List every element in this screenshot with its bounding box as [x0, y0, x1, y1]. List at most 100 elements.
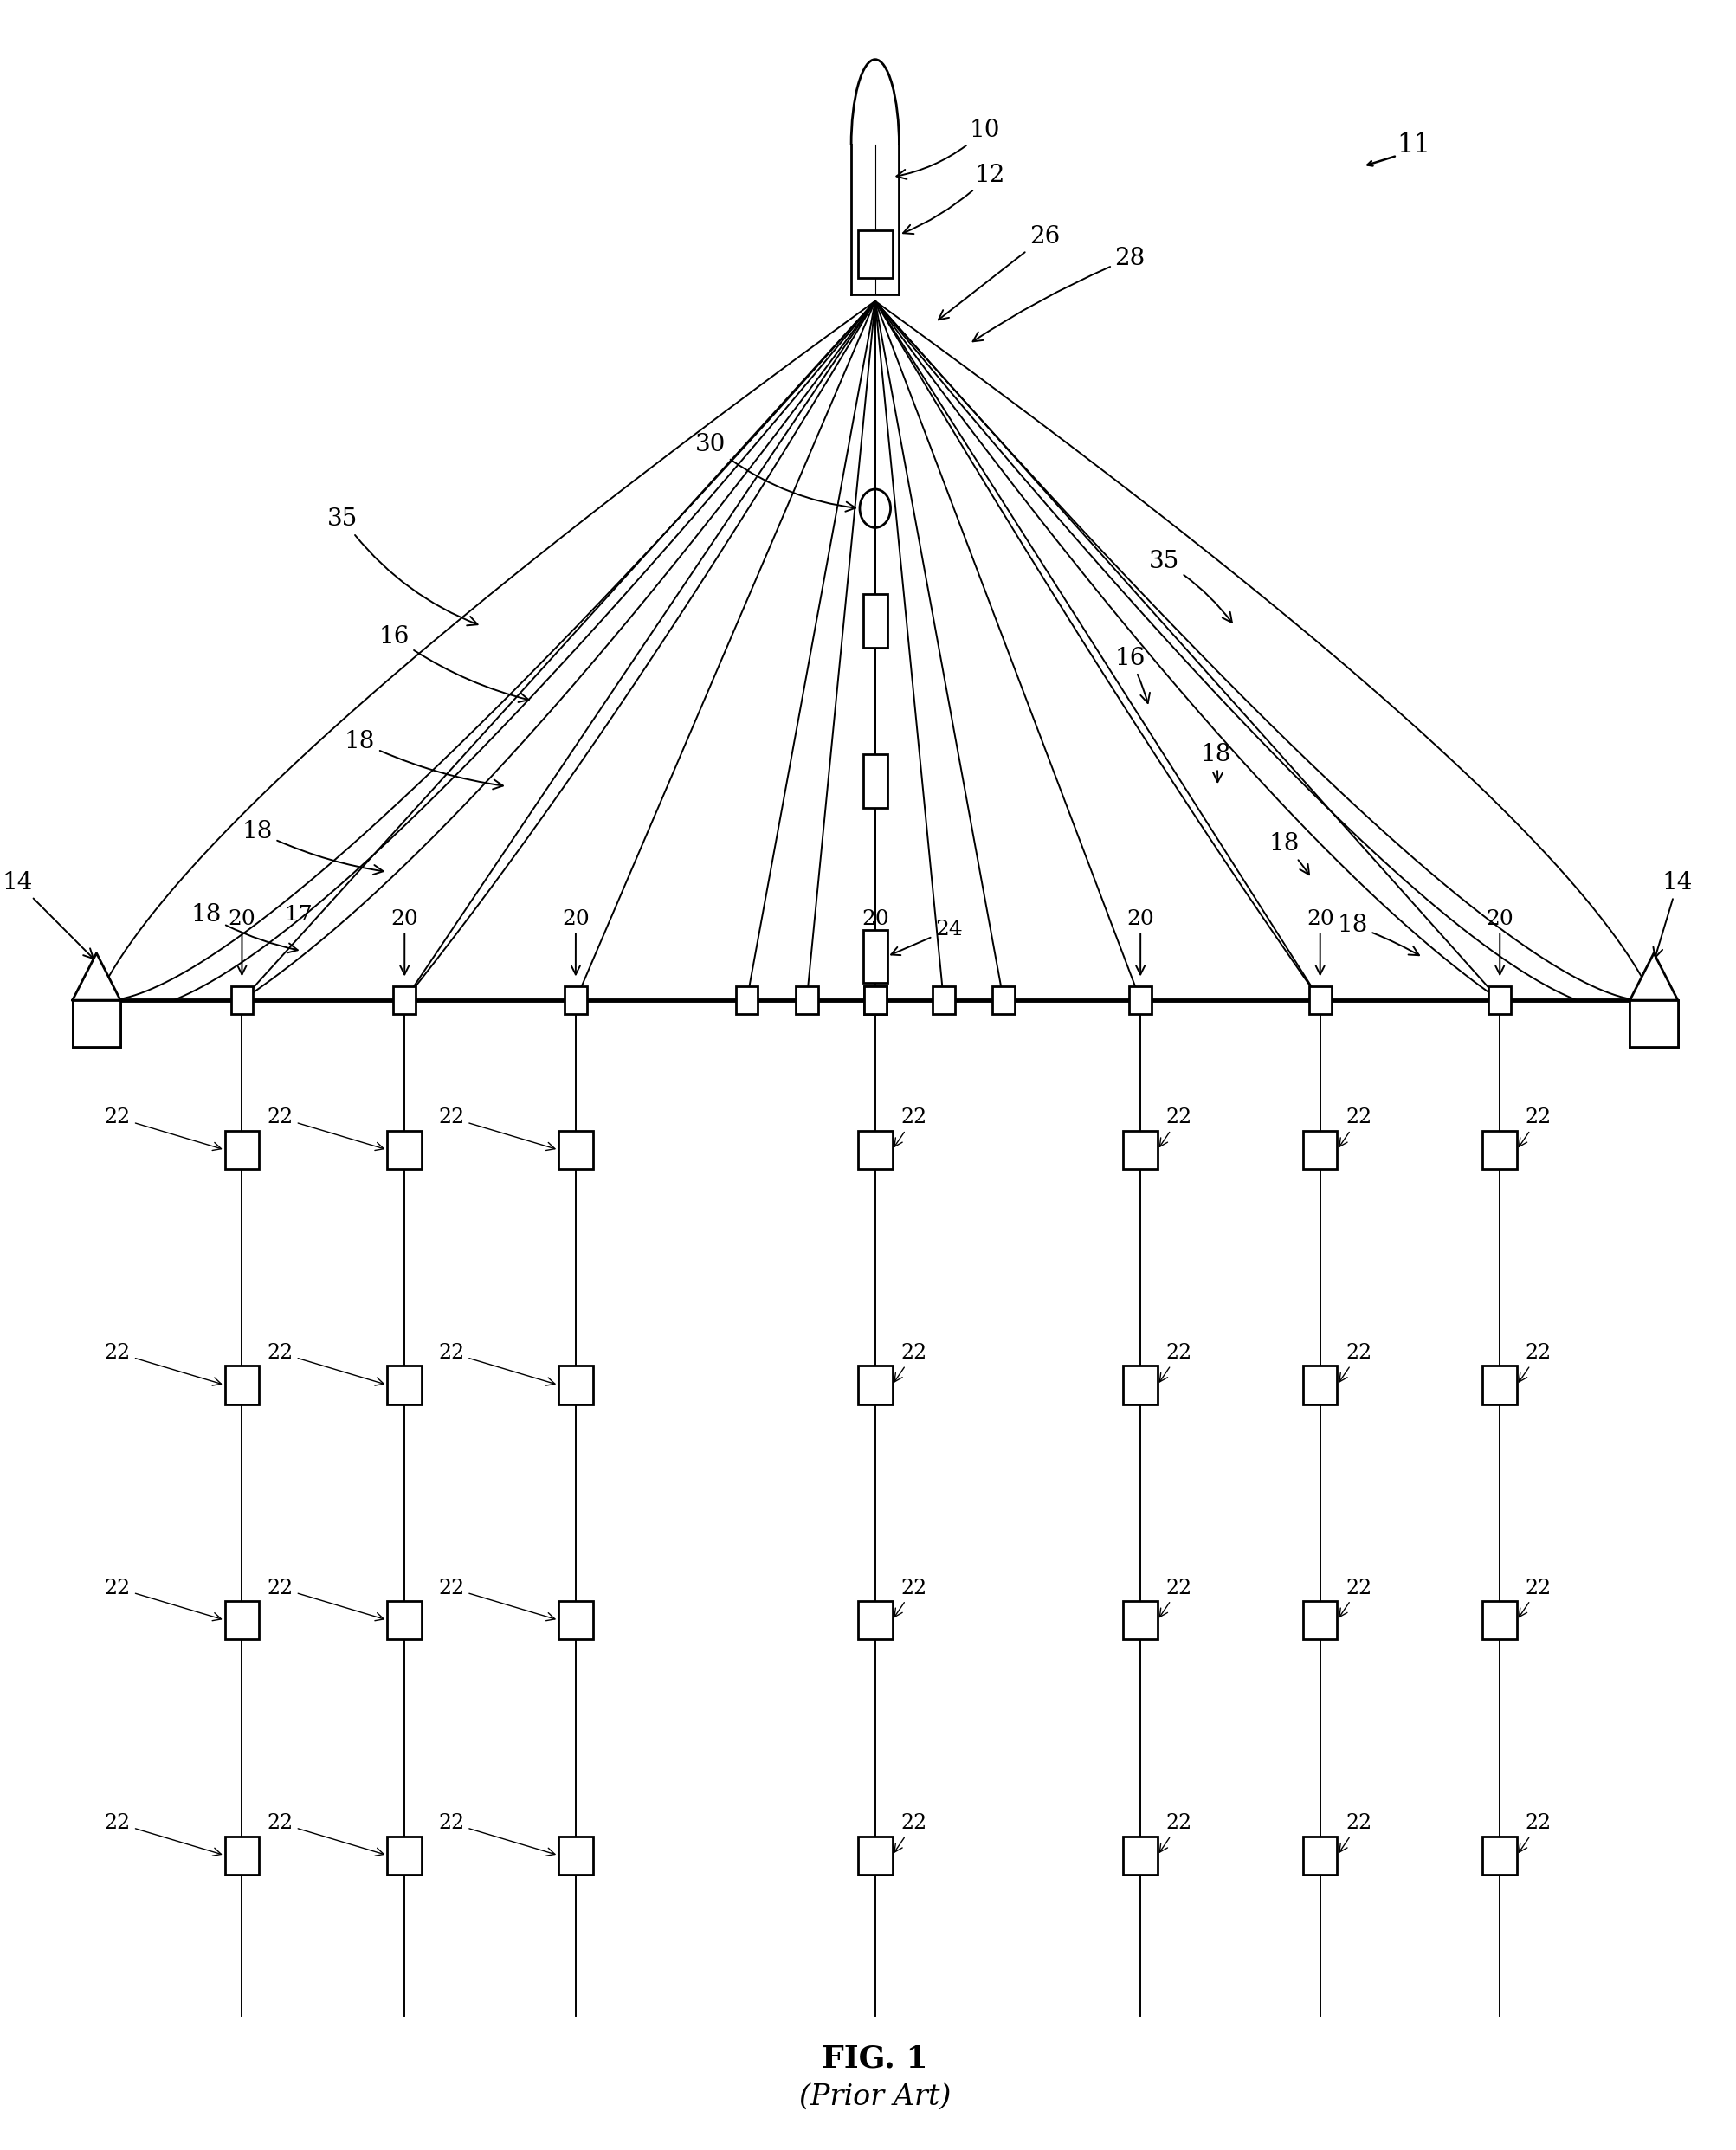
Text: 14: 14 — [1653, 871, 1693, 957]
Bar — [1309, 987, 1330, 1015]
Text: (Prior Art): (Prior Art) — [799, 2083, 951, 2111]
Text: 22: 22 — [437, 1107, 556, 1150]
Bar — [863, 987, 885, 1015]
Text: 10: 10 — [896, 118, 1000, 178]
Text: 35: 35 — [328, 507, 477, 626]
Bar — [858, 1836, 892, 1875]
Bar — [863, 929, 887, 983]
Text: 22: 22 — [437, 1812, 556, 1855]
Bar — [863, 987, 885, 1015]
Text: 22: 22 — [267, 1578, 384, 1621]
Bar — [559, 1602, 592, 1640]
Bar — [224, 1365, 259, 1404]
Text: 22: 22 — [267, 1812, 384, 1855]
Text: 22: 22 — [104, 1107, 220, 1150]
Bar — [1483, 1365, 1516, 1404]
Bar — [559, 1365, 592, 1404]
Bar — [1123, 1131, 1156, 1170]
Text: 22: 22 — [1338, 1344, 1371, 1382]
Text: 35: 35 — [1149, 550, 1231, 623]
Bar — [1483, 1836, 1516, 1875]
Bar — [1483, 1602, 1516, 1640]
Text: 28: 28 — [972, 247, 1144, 342]
Text: 20: 20 — [227, 909, 255, 974]
Text: 18: 18 — [344, 729, 503, 789]
Text: 22: 22 — [894, 1107, 927, 1146]
Bar — [231, 987, 253, 1015]
Bar — [1123, 1602, 1156, 1640]
Bar — [863, 593, 887, 647]
Text: 22: 22 — [1338, 1812, 1371, 1853]
Text: 22: 22 — [894, 1344, 927, 1382]
Text: 20: 20 — [1127, 909, 1154, 974]
Text: 30: 30 — [694, 432, 856, 512]
Bar — [224, 1836, 259, 1875]
Text: 22: 22 — [1519, 1578, 1550, 1617]
Bar — [863, 755, 887, 808]
Text: 18: 18 — [1337, 914, 1418, 955]
Text: 26: 26 — [937, 226, 1059, 320]
Bar — [224, 1131, 259, 1170]
Bar — [1123, 1365, 1156, 1404]
Text: 22: 22 — [894, 1812, 927, 1853]
Text: 24: 24 — [891, 920, 962, 955]
Bar — [858, 1602, 892, 1640]
Text: 20: 20 — [1305, 909, 1333, 974]
Bar — [387, 1602, 422, 1640]
Text: 22: 22 — [104, 1578, 220, 1621]
Bar — [1123, 1836, 1156, 1875]
Text: 20: 20 — [861, 909, 889, 974]
Bar — [1302, 1131, 1337, 1170]
Bar — [1628, 1000, 1677, 1047]
Text: 16: 16 — [378, 626, 528, 703]
Bar — [394, 987, 415, 1015]
Text: 17: 17 — [285, 905, 312, 924]
Text: 22: 22 — [1160, 1812, 1191, 1853]
Bar — [1128, 987, 1151, 1015]
Bar — [387, 1365, 422, 1404]
Bar — [858, 1365, 892, 1404]
Text: 18: 18 — [241, 819, 384, 875]
Bar — [387, 1836, 422, 1875]
Text: 20: 20 — [562, 909, 589, 974]
Text: 12: 12 — [903, 163, 1005, 234]
Text: 22: 22 — [104, 1812, 220, 1855]
Bar — [1488, 987, 1510, 1015]
Text: 22: 22 — [267, 1107, 384, 1150]
Text: 20: 20 — [391, 909, 418, 974]
Text: 20: 20 — [1486, 909, 1512, 974]
Text: 14: 14 — [2, 871, 94, 959]
Text: 18: 18 — [1269, 832, 1309, 875]
Text: 22: 22 — [1160, 1578, 1191, 1617]
Bar — [736, 987, 757, 1015]
Bar — [73, 1000, 120, 1047]
Text: 11: 11 — [1396, 131, 1430, 159]
Bar — [858, 1131, 892, 1170]
Text: 22: 22 — [1338, 1578, 1371, 1617]
Text: 18: 18 — [191, 903, 297, 952]
Polygon shape — [73, 952, 120, 1000]
Bar — [564, 987, 587, 1015]
Text: 16: 16 — [1115, 647, 1149, 703]
Text: 22: 22 — [894, 1578, 927, 1617]
Text: 18: 18 — [1200, 742, 1231, 783]
Bar — [559, 1131, 592, 1170]
Text: 22: 22 — [1160, 1107, 1191, 1146]
Polygon shape — [1628, 952, 1677, 1000]
Bar — [1302, 1365, 1337, 1404]
Text: 22: 22 — [104, 1344, 220, 1385]
Bar — [224, 1602, 259, 1640]
Bar — [387, 1131, 422, 1170]
Bar — [559, 1836, 592, 1875]
Bar — [932, 987, 955, 1015]
Text: 22: 22 — [437, 1344, 556, 1385]
Bar — [1302, 1836, 1337, 1875]
Text: 22: 22 — [1519, 1812, 1550, 1853]
Text: 22: 22 — [437, 1578, 556, 1621]
Text: FIG. 1: FIG. 1 — [821, 2045, 927, 2073]
Bar — [858, 230, 892, 277]
Text: 22: 22 — [267, 1344, 384, 1385]
Text: 22: 22 — [1160, 1344, 1191, 1382]
Bar — [1302, 1602, 1337, 1640]
Text: 22: 22 — [1338, 1107, 1371, 1146]
